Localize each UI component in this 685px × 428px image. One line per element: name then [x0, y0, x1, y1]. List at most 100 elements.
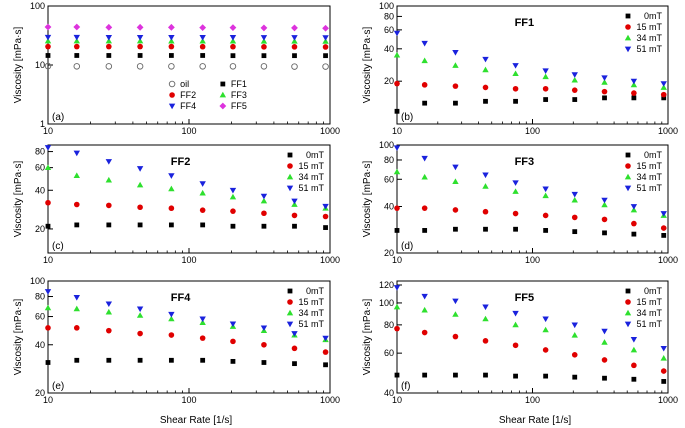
- panel-letter: (e): [52, 381, 64, 392]
- data-point: [230, 223, 236, 229]
- series-34-mt: [44, 304, 329, 343]
- data-point: [393, 168, 401, 175]
- series-51-mt: [44, 145, 329, 210]
- data-point: [571, 87, 578, 93]
- x-tick-label: 100: [525, 255, 540, 265]
- data-point: [106, 327, 112, 334]
- series-ff4: [44, 34, 329, 41]
- data-point: [630, 346, 638, 353]
- panel-letter: (d): [401, 241, 413, 252]
- data-point: [572, 229, 578, 235]
- data-point: [260, 193, 268, 200]
- data-point: [73, 295, 80, 301]
- data-point: [230, 53, 236, 59]
- data-point: [44, 34, 52, 41]
- y-tick-label: 80: [35, 292, 45, 302]
- legend-marker: [287, 163, 293, 169]
- series-0mt: [394, 372, 667, 384]
- data-point: [136, 312, 144, 318]
- legend-label: 0mT: [644, 286, 663, 296]
- data-point: [291, 212, 298, 219]
- panel-4: 10 100 1000 20 40 60 80 100 Viscosity [mPa·s] (d)…: [362, 140, 678, 265]
- x-tick-label: 100: [525, 395, 540, 405]
- data-point: [660, 368, 667, 374]
- legend-label: 34 mT: [298, 308, 324, 318]
- data-point: [421, 57, 428, 64]
- y-tick-label: 20: [384, 248, 394, 258]
- data-point: [137, 222, 143, 228]
- data-point: [230, 358, 236, 364]
- series-34-mt: [393, 51, 667, 90]
- data-point: [260, 24, 268, 32]
- x-tick-label: 100: [181, 126, 196, 136]
- data-point: [73, 37, 80, 44]
- series-0mt: [45, 357, 328, 368]
- y-axis-label: Viscosity [mPa·s]: [362, 27, 373, 104]
- panel-letter: (a): [52, 112, 64, 123]
- data-point: [542, 316, 549, 323]
- data-point: [322, 349, 329, 355]
- y-axis-label: Viscosity [mPa·s]: [13, 299, 24, 376]
- data-point: [631, 231, 637, 237]
- legend-label: 0mT: [644, 150, 663, 160]
- data-point: [452, 311, 459, 317]
- y-tick-label: 100: [379, 1, 394, 11]
- data-point: [292, 223, 297, 229]
- data-point: [542, 212, 549, 219]
- data-point: [106, 53, 112, 58]
- data-point: [199, 189, 206, 196]
- data-point: [542, 85, 549, 92]
- data-point: [105, 176, 113, 183]
- data-point: [421, 82, 428, 88]
- data-point: [323, 53, 328, 59]
- data-point: [73, 172, 80, 179]
- legend-marker: [624, 309, 632, 316]
- data-point: [168, 222, 174, 228]
- data-point: [261, 210, 267, 217]
- data-point: [452, 164, 459, 171]
- x-tick-label: 10: [392, 126, 402, 136]
- x-axis-label-right: Shear Rate [1/s]: [499, 415, 571, 426]
- data-point: [453, 372, 458, 378]
- data-point: [105, 34, 113, 41]
- series-51-mt: [44, 289, 329, 342]
- data-point: [422, 100, 428, 106]
- y-tick-label: 60: [384, 25, 394, 35]
- data-point: [660, 354, 667, 361]
- legend-label: 51 mT: [298, 183, 324, 193]
- series-51-mt: [393, 285, 667, 352]
- data-point: [630, 337, 638, 343]
- legend-marker: [219, 91, 227, 98]
- x-tick-label: 10: [43, 255, 53, 265]
- data-point: [260, 63, 268, 70]
- data-point: [542, 347, 549, 353]
- data-point: [482, 208, 489, 215]
- y-tick-label: 20: [384, 76, 394, 86]
- data-point: [393, 285, 401, 291]
- data-point: [660, 91, 667, 98]
- y-tick-label: 100: [30, 276, 45, 286]
- y-tick-label: 120: [379, 280, 394, 290]
- legend-label: FF5: [231, 101, 247, 111]
- data-point: [542, 186, 549, 193]
- data-point: [291, 44, 298, 50]
- data-point: [261, 44, 267, 50]
- data-point: [602, 375, 607, 381]
- data-point: [571, 76, 578, 83]
- data-point: [199, 319, 206, 326]
- y-tick-label: 10: [35, 60, 45, 70]
- data-point: [602, 95, 607, 101]
- series-34-mt: [393, 168, 667, 218]
- data-point: [393, 145, 401, 151]
- data-point: [199, 43, 206, 50]
- data-point: [229, 24, 237, 32]
- data-point: [73, 150, 80, 157]
- data-point: [73, 23, 81, 31]
- series-ff1: [45, 53, 328, 59]
- data-point: [322, 35, 329, 41]
- legend-marker: [624, 321, 632, 328]
- data-point: [601, 75, 608, 82]
